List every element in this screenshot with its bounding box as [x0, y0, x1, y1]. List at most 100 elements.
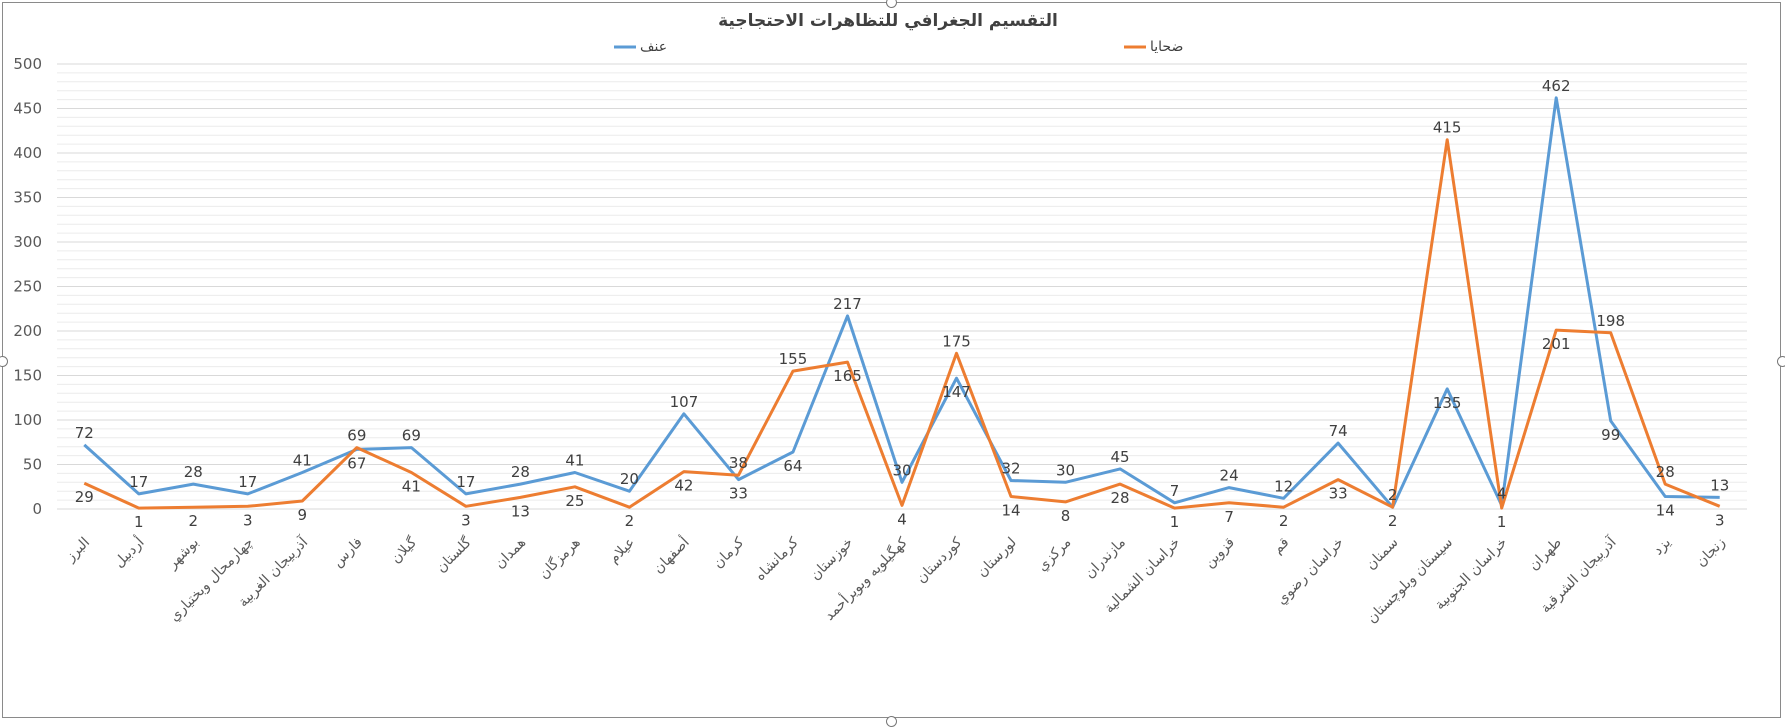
data-label: 165 — [833, 367, 862, 385]
data-label: 17 — [129, 473, 148, 491]
series-line-victims — [83, 138, 1721, 510]
x-tick-label: يزد — [1650, 534, 1674, 558]
data-label: 14 — [1656, 502, 1675, 520]
data-label: 17 — [238, 473, 257, 491]
data-label: 201 — [1542, 335, 1571, 353]
gridlines — [57, 63, 1747, 510]
x-tick-label: أصفهان — [649, 533, 693, 577]
data-label: 2 — [1279, 512, 1289, 530]
chart-title: التقسيم الجغرافي للتظاهرات الاحتجاجية — [718, 11, 1058, 31]
data-label: 72 — [75, 424, 94, 442]
x-tick-label: سمنان — [1363, 535, 1402, 574]
data-label: 13 — [1710, 476, 1729, 494]
data-label: 13 — [511, 502, 530, 520]
data-label: 41 — [565, 452, 584, 470]
x-tick-label: طهران — [1526, 535, 1565, 574]
data-label: 30 — [892, 461, 911, 479]
data-label: 69 — [347, 427, 366, 445]
x-tick-label: مازندران — [1082, 535, 1129, 582]
data-label: 175 — [942, 332, 971, 350]
x-tick-label: گلستان — [433, 534, 475, 576]
data-label: 28 — [1656, 463, 1675, 481]
y-tick-label: 350 — [13, 189, 42, 207]
y-tick-label: 500 — [13, 55, 42, 73]
y-tick-label: 0 — [32, 500, 42, 518]
data-label: 7 — [1170, 482, 1180, 500]
series-line-violence — [83, 96, 1720, 509]
data-label: 3 — [461, 511, 471, 529]
x-tick-label: همدان — [492, 535, 529, 572]
x-tick-label: قم — [1270, 535, 1293, 558]
data-label: 28 — [184, 463, 203, 481]
data-label: 45 — [1111, 448, 1130, 466]
data-label: 1 — [1170, 513, 1180, 531]
data-label: 69 — [402, 427, 421, 445]
data-label: 42 — [674, 477, 693, 495]
y-tick-label: 150 — [13, 367, 42, 385]
legend: عنف ضحايا — [614, 39, 1183, 55]
legend-label-victims: ضحايا — [1150, 39, 1183, 55]
x-tick-label: خوزستان — [807, 535, 856, 584]
x-tick-label: أردبيل — [110, 533, 148, 571]
data-label: 1 — [1497, 513, 1507, 531]
data-label: 32 — [1001, 460, 1020, 478]
resize-handle-left[interactable] — [0, 356, 8, 367]
data-label: 64 — [783, 457, 802, 475]
data-label: 2 — [1388, 486, 1398, 504]
y-tick-label: 250 — [13, 278, 42, 296]
data-label: 2 — [625, 512, 635, 530]
data-label: 217 — [833, 295, 862, 313]
data-label: 41 — [402, 478, 421, 496]
y-tick-label: 400 — [13, 144, 42, 162]
x-tick-label: گيلان — [387, 534, 420, 567]
data-label: 38 — [729, 454, 748, 472]
x-tick-label: هرمزگان — [535, 534, 583, 582]
y-tick-label: 450 — [13, 100, 42, 118]
x-tick-label: قزوين — [1201, 535, 1238, 572]
data-label: 4 — [897, 510, 907, 528]
data-label: 28 — [1111, 489, 1130, 507]
data-label: 30 — [1056, 461, 1075, 479]
data-label: 8 — [1061, 507, 1071, 525]
data-label: 25 — [565, 492, 584, 510]
resize-handle-top[interactable] — [886, 0, 897, 8]
data-label: 14 — [1001, 502, 1020, 520]
data-label: 74 — [1329, 422, 1348, 440]
data-label: 28 — [511, 463, 530, 481]
x-tick-label: بوشهر — [164, 535, 202, 573]
data-label: 41 — [293, 452, 312, 470]
data-label: 147 — [942, 383, 971, 401]
data-label: 135 — [1433, 394, 1462, 412]
data-label: 462 — [1542, 77, 1571, 95]
y-axis: 0 50 100 150 200 250 300 350 400 450 500 — [13, 55, 42, 518]
data-label: 155 — [779, 350, 808, 368]
data-label: 24 — [1220, 467, 1239, 485]
data-label: 9 — [298, 506, 308, 524]
x-tick-label: مركزي — [1034, 535, 1074, 575]
data-label: 12 — [1274, 477, 1293, 495]
data-label: 2 — [189, 512, 199, 530]
data-label: 4 — [1497, 484, 1507, 502]
x-tick-label: كوردستان — [913, 534, 965, 586]
y-tick-label: 200 — [13, 322, 42, 340]
resize-handle-right[interactable] — [1777, 356, 1785, 367]
series-lines — [83, 96, 1721, 510]
x-tick-label: فارس — [330, 535, 366, 571]
data-label: 415 — [1433, 119, 1462, 137]
data-label: 33 — [1329, 485, 1348, 503]
x-tick-label: زنجان — [1693, 535, 1729, 571]
legend-label-violence: عنف — [640, 39, 667, 55]
x-tick-label: كرمانشاه — [752, 534, 802, 584]
y-tick-label: 50 — [23, 456, 42, 474]
y-tick-label: 300 — [13, 233, 42, 251]
data-label: 99 — [1601, 426, 1620, 444]
x-tick-label: كرمان — [710, 534, 747, 571]
x-tick-label: البرز — [62, 535, 93, 566]
data-label: 7 — [1224, 508, 1234, 526]
x-tick-label: عيلام — [606, 535, 638, 567]
y-tick-label: 100 — [13, 411, 42, 429]
data-label: 107 — [670, 393, 699, 411]
